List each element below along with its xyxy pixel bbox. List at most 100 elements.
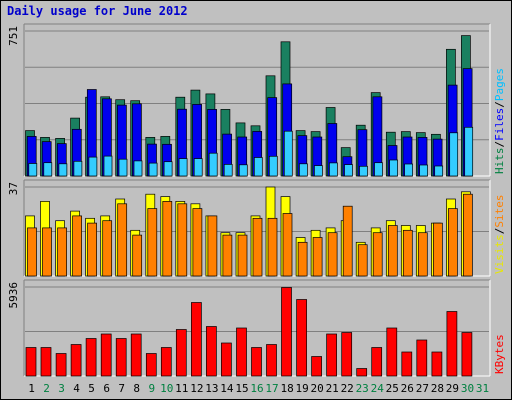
bar-sites-day-11 (177, 203, 188, 277)
bar-kbytes-day-7 (115, 338, 127, 377)
x-tick-label: 28 (431, 382, 444, 395)
bar-sites-day-1 (27, 227, 37, 277)
x-tick-label: 10 (160, 382, 173, 395)
bar-pages-day-24 (374, 162, 383, 177)
bar-sites-day-3 (57, 227, 67, 277)
bar-sites-day-5 (87, 222, 97, 277)
x-tick-label: 24 (371, 382, 385, 395)
bar-pages-day-27 (419, 164, 428, 177)
bar-pages-day-28 (434, 165, 444, 177)
bar-kbytes-day-25 (386, 327, 398, 377)
bar-kbytes-day-23 (356, 368, 368, 377)
bar-sites-day-29 (448, 208, 458, 277)
bar-kbytes-day-18 (281, 287, 292, 377)
bar-kbytes-day-30 (461, 332, 473, 377)
x-tick-label: 13 (205, 382, 218, 395)
x-tick-label: 14 (220, 382, 234, 395)
bar-kbytes-day-4 (70, 344, 82, 377)
x-tick-label: 8 (133, 382, 140, 395)
bar-kbytes-day-17 (266, 344, 277, 377)
legend-label: / (493, 101, 506, 108)
x-tick-label: 5 (88, 382, 95, 395)
legend-label: / (493, 228, 506, 235)
bar-kbytes-day-1 (25, 347, 37, 377)
bar-pages-day-14 (223, 164, 233, 177)
x-tick-label: 19 (295, 382, 308, 395)
x-tick-label: 12 (190, 382, 203, 395)
bar-sites-day-24 (372, 232, 383, 277)
bar-sites-day-2 (42, 227, 52, 277)
bar-sites-day-14 (222, 234, 233, 277)
bar-pages-day-8 (133, 160, 143, 177)
bar-sites-day-22 (342, 205, 353, 277)
bar-kbytes-day-16 (251, 347, 262, 377)
bar-sites-day-25 (387, 225, 398, 277)
bar-pages-day-26 (404, 163, 413, 177)
x-tick-label: 15 (235, 382, 248, 395)
bar-sites-day-8 (132, 234, 143, 277)
bar-kbytes-day-14 (221, 342, 232, 377)
bar-sites-day-12 (192, 208, 203, 277)
bar-pages-day-1 (28, 163, 38, 177)
bar-kbytes-day-6 (100, 333, 112, 377)
bar-pages-day-18 (283, 130, 293, 177)
chart-title: Daily usage for June 2012 (7, 4, 188, 18)
bar-pages-day-17 (268, 155, 278, 177)
x-tick-label: 9 (148, 382, 155, 395)
legend-label: Pages (493, 68, 506, 101)
legend-visits-sites: Visits/Sites (493, 195, 506, 275)
bar-pages-day-19 (299, 163, 308, 177)
bar-sites-day-13 (207, 215, 218, 277)
bar-kbytes-day-27 (416, 339, 428, 377)
x-tick-label: 16 (250, 382, 263, 395)
x-tick-label: 4 (73, 382, 80, 395)
bar-sites-day-16 (252, 217, 263, 277)
bar-pages-day-30 (464, 126, 474, 177)
bar-kbytes-day-21 (326, 333, 337, 377)
bar-pages-day-6 (103, 155, 113, 177)
bar-kbytes-day-8 (130, 333, 142, 377)
bar-kbytes-day-2 (40, 347, 52, 377)
bar-sites-day-23 (357, 244, 368, 277)
bar-pages-day-23 (359, 165, 368, 177)
bar-sites-day-9 (147, 208, 158, 277)
legend-label: Sites (493, 195, 506, 228)
bar-kbytes-day-29 (446, 311, 458, 377)
x-tick-label: 29 (446, 382, 459, 395)
bar-sites-day-21 (327, 232, 338, 277)
bar-pages-day-15 (238, 164, 248, 177)
legend-label: KBytes (493, 334, 506, 374)
legend-label: Files (493, 108, 506, 141)
bar-pages-day-9 (148, 162, 158, 177)
bar-pages-day-21 (329, 162, 338, 177)
bar-pages-day-5 (88, 156, 98, 177)
bar-pages-day-2 (43, 162, 53, 177)
y-max-label-hits-files-pages: 751 (7, 26, 20, 46)
bar-pages-day-20 (314, 165, 323, 177)
bar-kbytes-day-19 (296, 299, 307, 377)
bar-kbytes-day-26 (401, 351, 413, 377)
x-tick-label: 21 (326, 382, 339, 395)
x-tick-label: 18 (280, 382, 293, 395)
legend-label: / (493, 141, 506, 148)
x-tick-label: 1 (28, 382, 35, 395)
y-max-label-kbytes: 5936 (7, 282, 20, 309)
bar-kbytes-day-13 (206, 326, 217, 377)
bar-kbytes-day-5 (85, 338, 97, 377)
bar-sites-day-26 (402, 229, 413, 277)
bar-sites-day-20 (312, 237, 323, 277)
bar-sites-day-19 (297, 241, 308, 277)
bar-sites-day-7 (117, 203, 128, 277)
legend-label: Hits (493, 148, 506, 175)
x-tick-label: 25 (386, 382, 399, 395)
x-tick-label: 7 (118, 382, 125, 395)
y-max-label-visits-sites: 37 (7, 182, 20, 195)
bar-kbytes-day-10 (160, 347, 172, 377)
bar-kbytes-day-12 (191, 302, 202, 377)
bar-kbytes-day-22 (341, 332, 353, 377)
bar-pages-day-10 (163, 161, 173, 177)
x-tick-label: 23 (356, 382, 369, 395)
legend-kbytes: KBytes (493, 334, 506, 374)
bar-kbytes-day-24 (371, 347, 383, 377)
x-tick-label: 31 (476, 382, 489, 395)
